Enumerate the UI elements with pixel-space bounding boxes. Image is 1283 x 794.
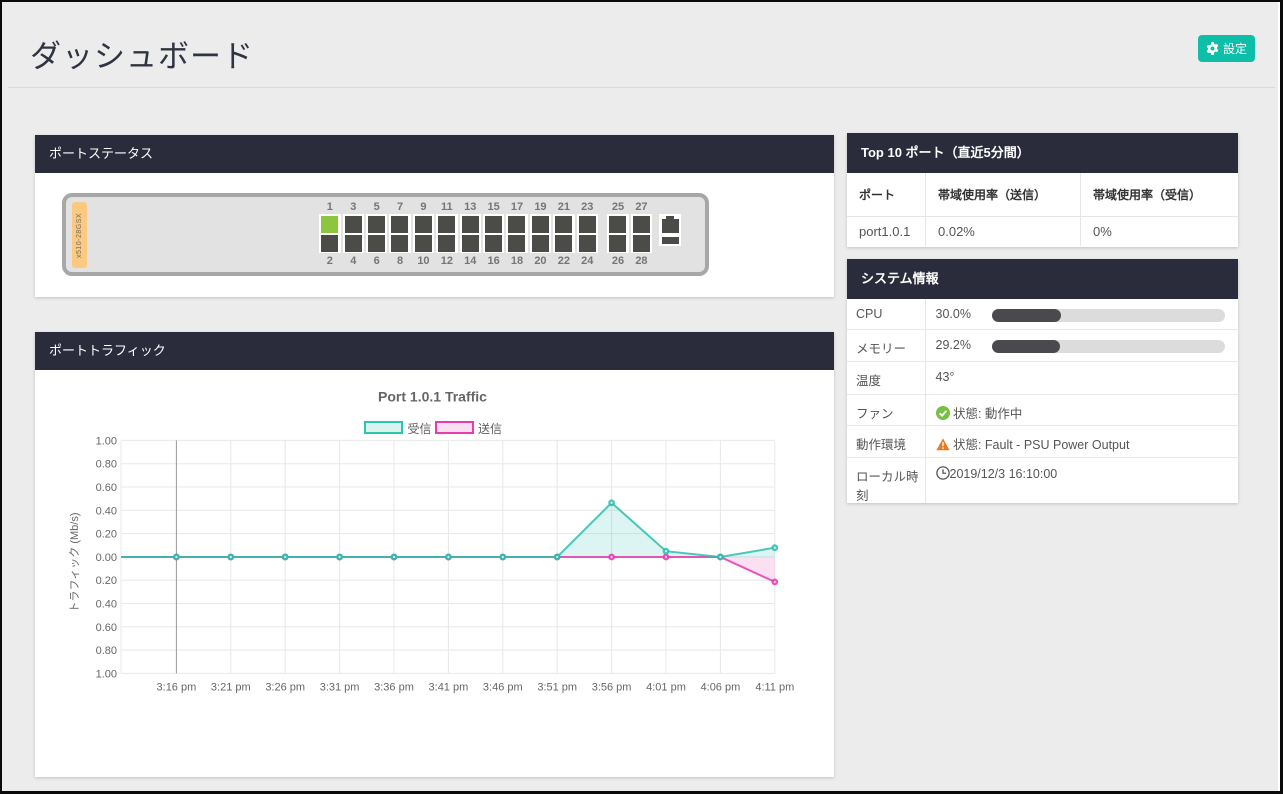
svg-text:3:16 pm: 3:16 pm: [157, 681, 197, 693]
svg-text:送信: 送信: [478, 421, 502, 436]
svg-text:0.40: 0.40: [96, 505, 117, 517]
svg-text:3:36 pm: 3:36 pm: [374, 681, 414, 693]
svg-text:0.80: 0.80: [96, 645, 117, 657]
svg-text:3:31 pm: 3:31 pm: [320, 681, 360, 693]
svg-text:3:46 pm: 3:46 pm: [483, 681, 523, 693]
svg-text:3:21 pm: 3:21 pm: [211, 681, 251, 693]
svg-text:4:01 pm: 4:01 pm: [646, 681, 686, 693]
svg-text:0.60: 0.60: [96, 482, 117, 494]
svg-text:0.80: 0.80: [96, 459, 117, 471]
svg-text:0.60: 0.60: [96, 622, 117, 634]
svg-text:1.00: 1.00: [96, 435, 117, 447]
svg-text:0.00: 0.00: [96, 552, 117, 564]
svg-text:トラフィック (Mb/s): トラフィック (Mb/s): [68, 513, 81, 613]
svg-text:3:41 pm: 3:41 pm: [429, 681, 469, 693]
svg-text:3:56 pm: 3:56 pm: [592, 681, 632, 693]
svg-text:0.40: 0.40: [96, 599, 117, 611]
svg-text:4:06 pm: 4:06 pm: [701, 681, 741, 693]
svg-text:Port 1.0.1 Traffic: Port 1.0.1 Traffic: [378, 389, 487, 405]
svg-text:3:26 pm: 3:26 pm: [265, 681, 305, 693]
svg-text:1.00: 1.00: [96, 668, 117, 680]
svg-text:4:11 pm: 4:11 pm: [755, 681, 794, 693]
svg-text:0.20: 0.20: [96, 529, 117, 541]
svg-text:受信: 受信: [408, 422, 432, 436]
svg-text:0.20: 0.20: [96, 575, 117, 587]
svg-text:3:51 pm: 3:51 pm: [537, 681, 577, 693]
